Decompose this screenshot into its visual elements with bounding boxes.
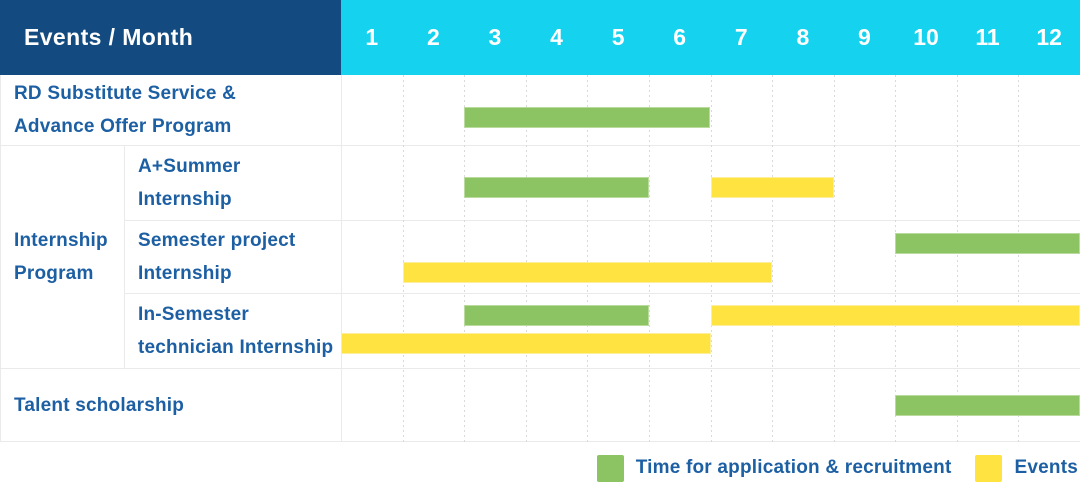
row-separator-line <box>124 220 1080 221</box>
row-label-line: RD Substitute Service & <box>14 83 237 104</box>
month-header-cells: 1 2 3 4 5 6 7 8 9 10 11 12 <box>341 0 1080 75</box>
month-grid-line <box>403 75 404 442</box>
gantt-bar-application-rd-substitute-advance-offer <box>464 107 711 128</box>
gantt-bar-events-semester-project-internship <box>402 262 773 283</box>
row-label-rd-substitute-advance-offer: RD Substitute Service & Advance Offer Pro… <box>14 75 337 145</box>
month-header-cell-12: 12 <box>1036 24 1062 50</box>
month-grid-line <box>587 75 588 442</box>
gantt-bar-application-in-semester-technician-internship <box>464 305 649 326</box>
row-label-line: In-Semester <box>138 303 249 325</box>
legend-label-events: Events <box>1014 457 1078 478</box>
month-header-cell-1: 1 <box>365 24 379 50</box>
gantt-bar-application-semester-project-internship <box>895 233 1080 254</box>
month-header-cell-10: 10 <box>913 24 939 50</box>
row-separator-line <box>0 368 1080 369</box>
row-label-line: A+Summer <box>138 155 241 177</box>
month-header-cell-7: 7 <box>734 24 748 50</box>
month-grid-line <box>464 75 465 442</box>
group-label-line: Internship <box>14 229 108 251</box>
month-header-cell-4: 4 <box>550 24 563 50</box>
legend-swatch-events <box>975 454 1003 482</box>
row-label-line: technician Internship <box>138 336 334 358</box>
gantt-bar-events-in-semester-technician-internship <box>710 305 1080 326</box>
row-label-line: Advance Offer Program <box>14 116 232 137</box>
row-separator-line <box>0 441 1080 442</box>
group-label-line: Program <box>14 262 94 284</box>
legend: Time for application & recruitment Events <box>0 444 1078 492</box>
row-label-talent-scholarship: Talent scholarship <box>14 368 337 442</box>
month-grid-line <box>526 75 527 442</box>
gantt-bar-events-a-plus-summer-internship <box>710 177 834 198</box>
month-header-cell-8: 8 <box>796 24 810 50</box>
month-grid-line <box>895 75 896 442</box>
row-label-line: Internship <box>138 188 232 210</box>
table-header-row: Events / Month 1 2 3 4 5 6 7 8 9 10 11 12 <box>0 0 1080 75</box>
month-header-cell-9: 9 <box>858 24 871 50</box>
row-separator-line <box>124 293 1080 294</box>
row-label-semester-project-internship: Semester project Internship <box>138 220 337 293</box>
month-header-cell-11: 11 <box>975 24 1000 50</box>
legend-item-application: Time for application & recruitment <box>596 454 952 482</box>
column-separator-line <box>341 75 342 442</box>
gantt-body: Internship Program RD Substitute Service &… <box>0 75 1080 442</box>
column-separator-line <box>124 145 125 368</box>
legend-item-events: Events <box>975 454 1078 482</box>
group-label-internship-program: Internship Program <box>14 145 124 368</box>
month-grid-line <box>772 75 773 442</box>
row-separator-line <box>0 145 1080 146</box>
month-grid-line <box>834 75 835 442</box>
month-grid-line <box>1018 75 1019 442</box>
month-grid-line <box>649 75 650 442</box>
gantt-bar-application-talent-scholarship <box>895 395 1080 416</box>
month-grid-line <box>711 75 712 442</box>
row-label-line: Talent scholarship <box>14 394 185 416</box>
row-label-in-semester-technician-internship: In-Semester technician Internship <box>138 293 337 368</box>
legend-swatch-application <box>596 454 624 482</box>
row-label-line: Internship <box>138 262 232 284</box>
row-label-line: Semester project <box>138 229 296 251</box>
month-header-cell-6: 6 <box>673 24 687 50</box>
month-header-cell-3: 3 <box>488 24 502 50</box>
gantt-bar-application-a-plus-summer-internship <box>464 177 649 198</box>
events-month-header-cell: Events / Month <box>0 0 341 75</box>
row-label-a-plus-summer-internship: A+Summer Internship <box>138 145 337 220</box>
gantt-bar-events-in-semester-technician-internship <box>341 333 711 354</box>
column-separator-line <box>0 75 1 442</box>
legend-label-application: Time for application & recruitment <box>635 457 952 478</box>
month-header-cell-5: 5 <box>611 24 625 50</box>
month-grid-line <box>957 75 958 442</box>
month-header-cell-2: 2 <box>426 24 440 50</box>
